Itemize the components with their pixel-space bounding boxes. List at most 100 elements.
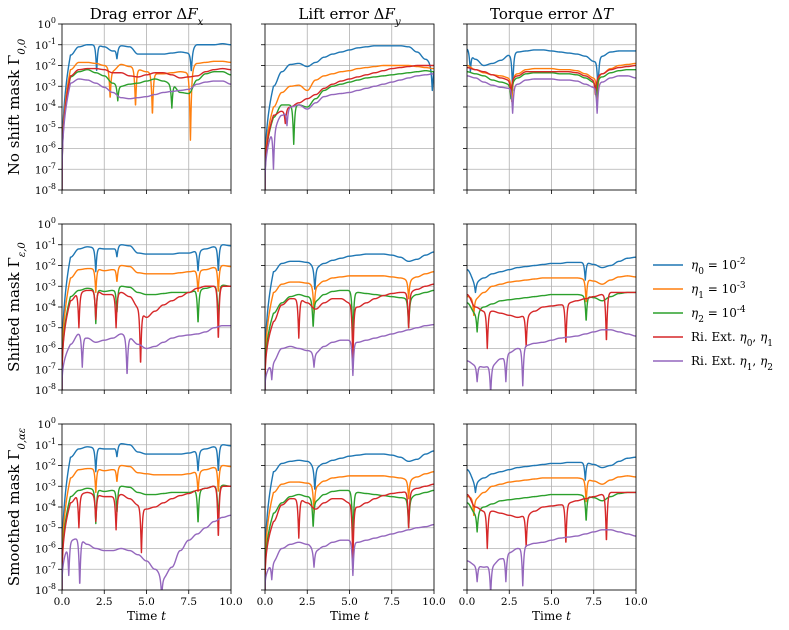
column-title-2: Torque error ΔT [490,5,614,23]
legend-label: Ri. Ext. η0, η1 [691,330,773,349]
series-line-η0 [265,450,434,590]
panel-series [467,456,636,590]
series-line-RiExt12 [467,329,636,390]
panel-1-2 [463,223,637,394]
panel-1-1 [261,223,435,394]
series-line-RiExt12 [62,514,231,590]
series-line-RiExt01 [467,491,636,550]
series-line-η1 [467,275,636,316]
series-line-RiExt12 [467,75,636,114]
panel-series [62,244,231,390]
x-tick-label: 0.0 [257,596,274,608]
column-titles: Drag error ΔFx Lift error ΔFy Torque error… [90,5,614,28]
y-tick-label: 10-4 [35,299,56,314]
panel-series [265,450,434,590]
series-line-η1 [265,64,434,190]
y-tick-label: 10-8 [35,382,56,397]
panel-2-1: 0.0 2.5 5.0 7.5 10.0 [257,423,446,608]
legend-entry-4: Ri. Ext. η1, η2 [653,354,773,373]
series-line-η0 [62,244,231,390]
panel-grid [264,223,435,391]
x-tick-label: 7.5 [383,596,400,608]
x-tick-label: 5.0 [341,596,358,608]
series-line-RiExt12 [265,523,434,590]
series-line-η1 [62,60,231,190]
series-line-η2 [265,69,434,190]
series-line-η0 [467,256,636,294]
panel-2-0: 100 10-1 10-2 10-3 10-4 10-5 10-6 10-7 10-80.0 2.… [35,416,243,608]
y-tick-label: 10-7 [35,361,56,376]
legend-entry-0: η0 = 10-2 [653,257,746,277]
series-line-η0 [62,43,231,190]
y-tick-label: 100 [38,216,56,231]
y-tick-label: 10-4 [35,99,56,114]
x-tick-label: 2.5 [501,596,518,608]
y-tick-label: 10-3 [35,78,56,93]
y-tick-label: 10-2 [35,258,56,273]
row-label-0: No shift mask Γ0,0 [5,38,28,175]
series-line-η0 [62,443,231,590]
x-tick-label: 10.0 [422,596,445,608]
row-label-1: Shifted mask Γε,0 [5,242,28,372]
panel-series [62,443,231,590]
legend-label: η0 = 10-2 [691,257,746,277]
y-tick-label: 10-6 [35,341,56,356]
x-tick-label: 0.0 [459,596,476,608]
x-tick-label: 7.5 [180,596,197,608]
panel-series [265,45,434,190]
x-axis-labels: Time t Time t Time t [127,609,571,623]
series-line-η0 [467,48,636,92]
column-title-0: Drag error ΔFx [90,5,204,28]
x-tick-label: 2.5 [299,596,316,608]
series-line-RiExt01 [467,64,636,96]
y-tick-label: 10-3 [35,478,56,493]
legend-entry-3: Ri. Ext. η0, η1 [653,330,773,349]
panel-series [62,43,231,190]
series-line-RiExt12 [265,323,434,390]
column-title-1: Lift error ΔFy [298,5,401,28]
series-line-RiExt01 [62,485,231,590]
legend-label: η1 = 10-3 [691,281,746,301]
series-line-RiExt01 [265,483,434,590]
x-tick-label: 5.0 [138,596,155,608]
panel-0-0: 100 10-1 10-2 10-3 10-4 10-5 10-6 10-7 10-8 [35,16,232,197]
series-line-RiExt01 [62,285,231,390]
y-tick-label: 10-3 [35,278,56,293]
x-tick-label: 10.0 [219,596,242,608]
panel-0-1 [261,23,435,194]
series-line-η2 [467,68,636,100]
y-tick-label: 10-8 [35,582,56,597]
series-line-η2 [265,289,434,390]
series-line-RiExt12 [62,78,231,190]
y-tick-label: 10-6 [35,541,56,556]
x-tick-label: 10.0 [624,596,647,608]
y-tick-label: 100 [38,16,56,31]
series-line-η0 [265,251,434,390]
y-tick-label: 10-4 [35,499,56,514]
legend-entry-1: η1 = 10-3 [653,281,746,301]
series-line-η0 [265,45,434,190]
y-tick-label: 10-2 [35,58,56,73]
panel-grid [466,423,637,591]
x-axis-label-0: Time t [127,609,166,623]
series-line-RiExt01 [467,291,636,350]
y-tick-label: 10-7 [35,561,56,576]
legend-label: Ri. Ext. η1, η2 [691,354,773,373]
y-tick-label: 10-1 [35,437,56,452]
series-line-η0 [467,456,636,494]
y-tick-label: 10-8 [35,182,56,197]
y-tick-label: 10-1 [35,237,56,252]
y-tick-label: 10-1 [35,37,56,52]
series-line-η1 [62,464,231,590]
x-tick-label: 2.5 [96,596,113,608]
panel-0-2 [463,23,637,194]
series-line-η1 [265,271,434,390]
y-tick-label: 100 [38,416,56,431]
series-line-RiExt12 [467,529,636,590]
panel-series [265,251,434,390]
x-tick-label: 7.5 [585,596,602,608]
legend-entry-2: η2 = 10-4 [653,305,746,325]
x-tick-label: 0.0 [54,596,71,608]
y-tick-label: 10-5 [35,120,56,135]
panel-series [467,48,636,114]
